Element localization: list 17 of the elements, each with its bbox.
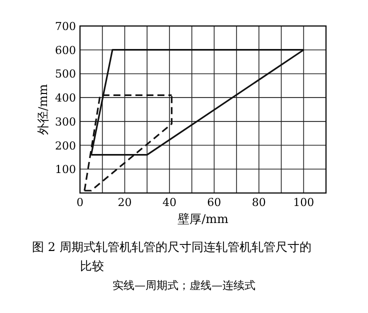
y-axis-title: 外径/mm — [36, 83, 50, 135]
x-axis-title: 壁厚/mm — [178, 212, 230, 226]
x-tick-label: 40 — [162, 196, 176, 209]
y-tick-label: 200 — [55, 139, 76, 152]
x-tick-label: 100 — [293, 196, 314, 209]
text: 实线—周期式；虚线—连续式 — [112, 279, 256, 292]
x-tick-label: 0 — [76, 196, 84, 209]
y-tick-label: 500 — [55, 68, 76, 81]
x-tick-label: 60 — [207, 196, 222, 209]
x-tick-label: 20 — [118, 196, 132, 209]
text: 图 2 周期式轧管机轧管的尺寸同连轧管机轧管尺寸的比较 — [32, 240, 312, 273]
y-tick-label: 400 — [55, 92, 76, 105]
y-tick-label: 700 — [55, 20, 76, 33]
y-tick-label: 600 — [55, 44, 76, 57]
x-tick-label: 80 — [252, 196, 266, 209]
y-tick-label: 300 — [55, 115, 76, 128]
y-tick-label: 100 — [55, 163, 76, 176]
